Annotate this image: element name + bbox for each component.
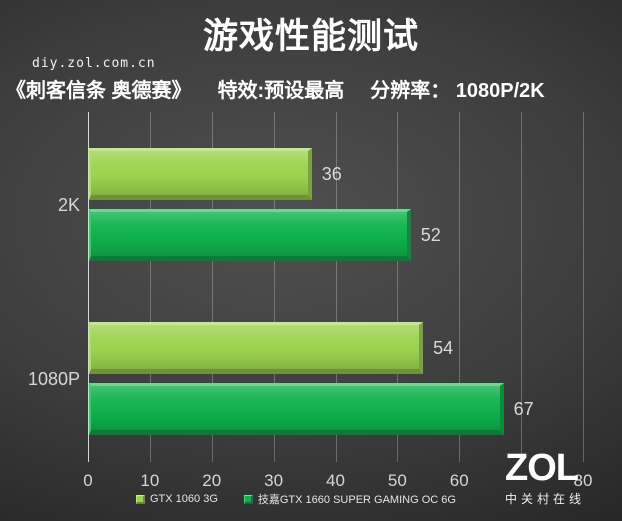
gridline (335, 112, 337, 462)
x-tick-label: 60 (449, 471, 469, 490)
category-label: 1080P (27, 368, 80, 389)
gridline (273, 112, 275, 462)
x-tick-label: 20 (202, 471, 222, 490)
bar-gloss (91, 151, 308, 195)
value-label: 54 (433, 338, 454, 358)
x-tick-label: 50 (387, 471, 407, 490)
bar-gloss (91, 212, 407, 256)
bar (89, 148, 312, 200)
subtitle: 《刺客信条 奥德赛》 特效:预设最高 分辨率： 1080P/2K (6, 74, 571, 103)
subtitle-game: 《刺客信条 奥德赛》 (6, 80, 192, 102)
x-tick-label: 30 (264, 471, 284, 490)
watermark: diy.zol.com.cn (32, 56, 156, 71)
bar (89, 383, 504, 435)
zol-logo: ZOL 中关村在线 (505, 449, 585, 507)
category-label: 2K (57, 194, 80, 215)
bar (89, 209, 411, 261)
bar-gloss (91, 386, 500, 430)
page-title: 游戏性能测试 (202, 17, 419, 56)
value-label: 36 (321, 164, 342, 184)
legend-item: GTX 1060 3G (136, 493, 218, 505)
subtitle-resolution: 分辨率： 1080P/2K (370, 80, 545, 102)
x-tick-label: 80 (573, 471, 593, 490)
zol-logo-text: ZOL (505, 447, 579, 489)
zol-logo-subtext: 中关村在线 (505, 492, 586, 506)
gridline (149, 112, 151, 462)
gridline (459, 112, 461, 462)
legend-label: 技嘉GTX 1660 SUPER GAMING OC 6G (257, 494, 456, 506)
bar (89, 322, 424, 374)
subtitle-settings: 特效:预设最高 (217, 80, 345, 102)
gridline (583, 112, 584, 462)
gridline (521, 112, 523, 462)
value-label: 67 (513, 399, 534, 419)
legend-item: 技嘉GTX 1660 SUPER GAMING OC 6G (243, 491, 456, 507)
value-label: 52 (420, 225, 441, 245)
legend: GTX 1060 3G 技嘉GTX 1660 SUPER GAMING OC 6… (136, 491, 456, 507)
bar-gloss (91, 325, 420, 369)
gridline (397, 112, 399, 462)
x-tick-label: 40 (326, 471, 345, 490)
legend-swatch-icon (136, 494, 145, 504)
gridline (211, 112, 213, 462)
y-axis-line (88, 112, 89, 462)
legend-swatch-icon (243, 494, 253, 504)
x-tick-label: 10 (140, 471, 160, 490)
x-tick-label: 0 (83, 471, 93, 490)
legend-label: GTX 1060 3G (150, 493, 218, 505)
